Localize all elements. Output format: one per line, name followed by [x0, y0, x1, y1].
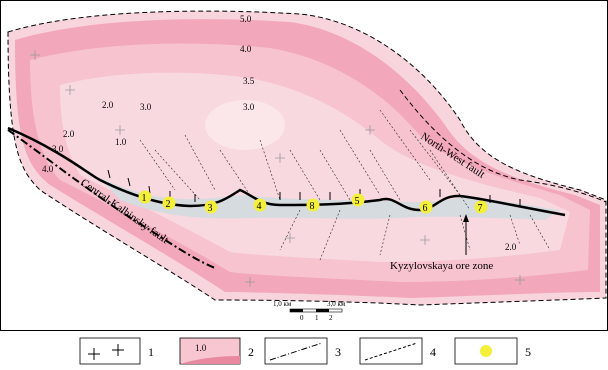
- contour-label: 5.0: [240, 14, 252, 24]
- contour-label: 3.0: [243, 102, 255, 112]
- scale-bar: 1,0 км 3,0 км 0 1 2: [273, 300, 346, 322]
- thrust-line: [7, 126, 101, 182]
- svg-text:2: 2: [166, 199, 171, 210]
- ore-zone-label: Kyzylovskaya ore zone: [390, 260, 493, 272]
- dash-dot-line-icon: [269, 342, 323, 361]
- contour-label: 2.0: [63, 129, 75, 139]
- central-kalbinsky-fault-line: [7, 129, 216, 269]
- deposit-6: 6: [419, 200, 433, 214]
- svg-text:5: 5: [525, 345, 531, 359]
- svg-text:2: 2: [329, 314, 333, 322]
- fracture-lines: [139, 109, 551, 261]
- grid-crosses: [30, 50, 525, 287]
- ore-zone-boundary: [99, 178, 566, 217]
- contour-label: 3.0: [140, 102, 152, 112]
- deposit-2: 2: [162, 196, 176, 210]
- svg-text:1,0 км: 1,0 км: [273, 300, 292, 308]
- legend: 1 1.0 2 3 4 5: [79, 337, 531, 365]
- svg-text:3: 3: [335, 345, 341, 359]
- deposit-7: 7: [474, 200, 488, 214]
- contour-label: 4.0: [240, 44, 252, 54]
- svg-text:0: 0: [300, 314, 304, 322]
- deposit-8: 8: [306, 198, 320, 212]
- north-west-fault-line: [399, 89, 607, 203]
- svg-text:2: 2: [248, 345, 254, 359]
- svg-text:3: 3: [208, 203, 213, 214]
- svg-text:4: 4: [430, 345, 436, 359]
- svg-text:1: 1: [142, 193, 147, 204]
- svg-text:7: 7: [478, 203, 483, 214]
- contour-label: 3.0: [52, 144, 64, 154]
- legend-item-3: 3: [264, 337, 341, 365]
- deposit-5: 5: [351, 193, 365, 207]
- boundary-hachures: [107, 169, 521, 207]
- svg-text:1.0: 1.0: [195, 343, 207, 353]
- legend-item-2: 1.0 2: [179, 337, 254, 365]
- deposit-1: 1: [138, 190, 152, 204]
- svg-text:5: 5: [355, 196, 360, 207]
- light-anomaly: [205, 100, 285, 150]
- svg-text:4: 4: [257, 201, 262, 212]
- contour-label: 1.0: [115, 137, 127, 147]
- yellow-circle-icon: [480, 345, 492, 357]
- legend-item-5: 5: [454, 337, 531, 365]
- contour-label: 2.0: [102, 100, 114, 110]
- deposit-3: 3: [204, 200, 218, 214]
- contour-label: 2.0: [505, 242, 517, 252]
- svg-text:1: 1: [315, 314, 319, 322]
- geological-map: 5.0 4.0 3.5 3.0 3.0 2.0 2.0 1.0 3.0 4.0 …: [0, 0, 608, 331]
- svg-text:3,0 км: 3,0 км: [327, 300, 346, 308]
- contour-label: 3.5: [243, 76, 255, 86]
- cross-symbol-icon: [88, 344, 124, 360]
- deposit-markers: 1 2 3 4 8 5 6 7: [138, 190, 488, 214]
- legend-item-1: 1: [79, 337, 154, 365]
- contour-label: 4.0: [42, 164, 54, 174]
- dashed-line-icon: [364, 342, 418, 361]
- svg-text:1: 1: [148, 345, 154, 359]
- svg-text:6: 6: [423, 203, 428, 214]
- deposit-4: 4: [253, 198, 267, 212]
- ore-zone-arrowhead: [463, 214, 469, 222]
- legend-item-4: 4: [359, 337, 436, 365]
- svg-text:8: 8: [310, 201, 315, 212]
